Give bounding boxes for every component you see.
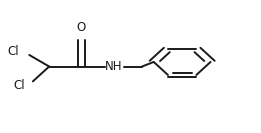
- Text: Cl: Cl: [13, 79, 25, 92]
- Text: Cl: Cl: [8, 45, 20, 58]
- Text: NH: NH: [105, 60, 122, 73]
- Text: O: O: [77, 21, 86, 34]
